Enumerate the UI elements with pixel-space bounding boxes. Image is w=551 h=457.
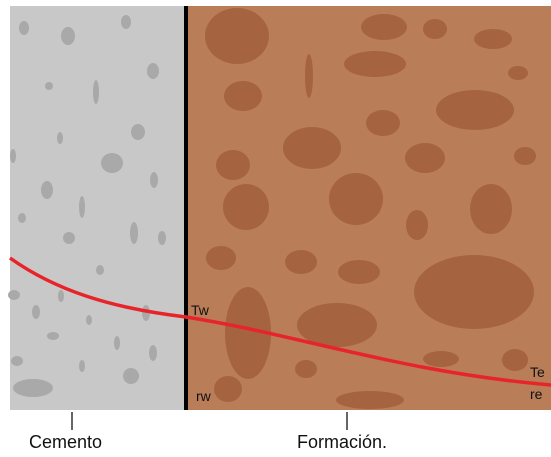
cement-particle	[10, 149, 16, 163]
cement-particle	[158, 231, 166, 245]
formation-particle	[436, 90, 514, 130]
tw-label: Tw	[191, 302, 209, 318]
cement-particle	[130, 222, 138, 244]
formation-particle	[224, 81, 262, 111]
cement-particle	[45, 82, 53, 90]
cement-label: Cemento	[29, 432, 103, 452]
formation-particle	[338, 260, 380, 284]
cement-particle	[57, 132, 63, 144]
formation-particle	[283, 127, 341, 169]
formation-particle	[305, 54, 313, 98]
cement-particle	[61, 27, 75, 45]
formation-particle	[406, 210, 428, 240]
formation-particle	[205, 8, 269, 64]
formation-particle	[344, 51, 406, 77]
formation-particle	[214, 376, 242, 402]
cement-particle	[18, 213, 26, 223]
cement-particle	[32, 305, 40, 319]
cement-particle	[63, 232, 75, 244]
formation-particle	[502, 349, 528, 371]
cement-particle	[79, 196, 85, 218]
cement-particle	[58, 290, 64, 302]
cement-particle	[8, 290, 20, 300]
formation-particle	[297, 303, 377, 347]
formation-particle	[405, 143, 445, 173]
cement-particle	[13, 379, 53, 397]
formation-particle	[423, 19, 447, 39]
formation-label: Formación.	[297, 432, 388, 452]
rw-label: rw	[196, 388, 211, 404]
cement-background	[10, 6, 186, 410]
formation-particle	[414, 255, 534, 329]
formation-region	[186, 6, 551, 410]
formation-particles	[205, 8, 536, 409]
cement-particle	[121, 15, 131, 29]
formation-particle	[366, 110, 400, 136]
cement-particle	[79, 360, 85, 372]
cement-particle	[86, 315, 92, 325]
cement-particle	[114, 336, 120, 350]
formation-particle	[361, 14, 407, 40]
cement-region	[8, 6, 186, 410]
cement-particle	[93, 80, 99, 104]
formation-particle	[336, 391, 404, 409]
cement-particle	[150, 172, 158, 188]
formation-particle	[470, 184, 512, 234]
cement-particles	[8, 15, 166, 397]
cement-particle	[41, 181, 53, 199]
re-label: re	[530, 386, 543, 402]
cement-particle	[19, 21, 29, 35]
temperature-profile-curve	[8, 256, 551, 387]
te-label: Te	[530, 364, 545, 380]
cement-particle	[96, 265, 104, 275]
formation-particle	[423, 351, 459, 367]
cement-particle	[149, 345, 157, 361]
formation-particle	[295, 360, 317, 378]
cement-particle	[101, 153, 123, 173]
formation-particle	[206, 246, 236, 270]
formation-particle	[223, 184, 269, 230]
formation-particle	[474, 29, 512, 49]
formation-particle	[216, 150, 250, 180]
cement-particle	[47, 332, 59, 340]
formation-particle	[285, 250, 317, 274]
cement-particle	[131, 124, 145, 140]
formation-particle	[514, 147, 536, 165]
formation-particle	[508, 66, 528, 80]
cement-particle	[11, 356, 23, 366]
formation-particle	[225, 287, 271, 379]
cement-particle	[123, 368, 139, 384]
formation-particle	[329, 173, 383, 225]
cement-particle	[147, 63, 159, 79]
